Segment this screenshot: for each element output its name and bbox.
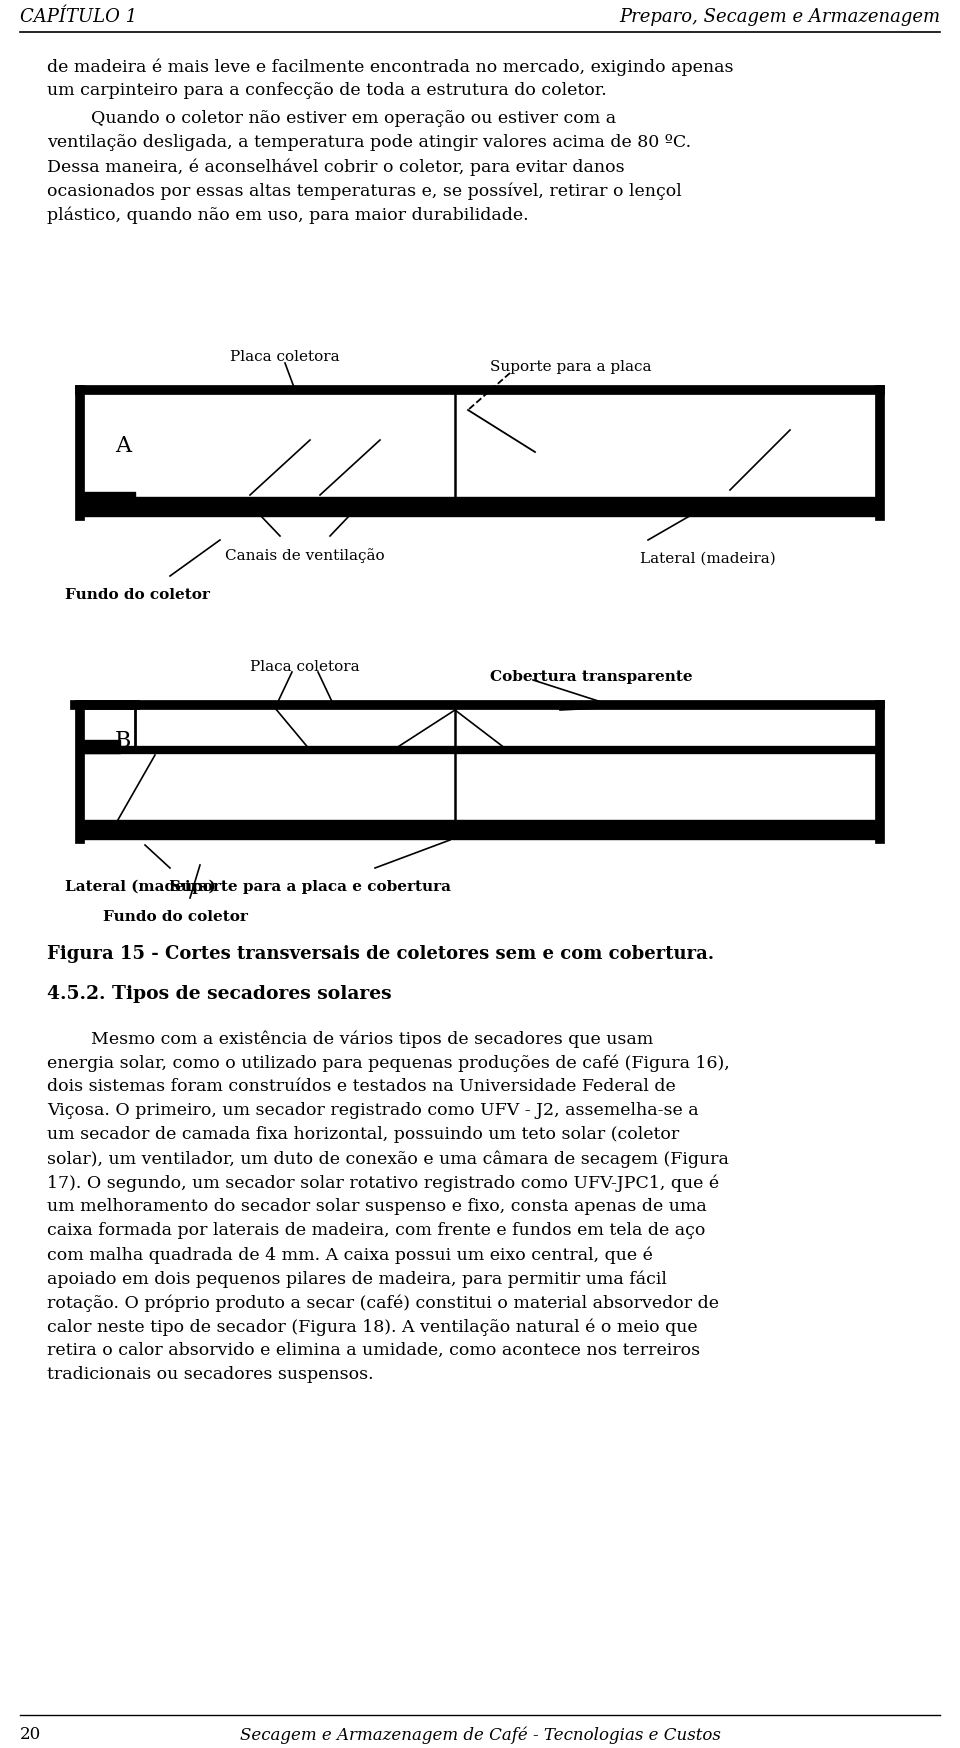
Text: apoiado em dois pequenos pilares de madeira, para permitir uma fácil: apoiado em dois pequenos pilares de made…: [47, 1271, 667, 1288]
Text: Placa coletora: Placa coletora: [230, 350, 340, 364]
Text: um carpinteiro para a confecção de toda a estrutura do coletor.: um carpinteiro para a confecção de toda …: [47, 82, 607, 100]
Text: solar), um ventilador, um duto de conexão e uma câmara de secagem (Figura: solar), um ventilador, um duto de conexã…: [47, 1150, 729, 1168]
Text: caixa formada por laterais de madeira, com frente e fundos em tela de aço: caixa formada por laterais de madeira, c…: [47, 1222, 706, 1239]
Text: plástico, quando não em uso, para maior durabilidade.: plástico, quando não em uso, para maior …: [47, 206, 529, 224]
Text: retira o calor absorvido e elimina a umidade, como acontece nos terreiros: retira o calor absorvido e elimina a umi…: [47, 1342, 700, 1358]
Text: 20: 20: [20, 1725, 41, 1743]
Text: Suporte para a placa: Suporte para a placa: [490, 360, 652, 374]
Text: Placa coletora: Placa coletora: [251, 661, 360, 675]
Text: um melhoramento do secador solar suspenso e fixo, consta apenas de uma: um melhoramento do secador solar suspens…: [47, 1197, 707, 1215]
Text: ocasionados por essas altas temperaturas e, se possível, retirar o lençol: ocasionados por essas altas temperaturas…: [47, 182, 682, 199]
Text: Fundo do coletor: Fundo do coletor: [103, 911, 248, 925]
Text: de madeira é mais leve e facilmente encontrada no mercado, exigindo apenas: de madeira é mais leve e facilmente enco…: [47, 58, 733, 75]
Text: 17). O segundo, um secador solar rotativo registrado como UFV-JPC1, que é: 17). O segundo, um secador solar rotativ…: [47, 1175, 719, 1192]
Text: A: A: [115, 435, 131, 456]
Text: B: B: [115, 731, 132, 752]
Text: Fundo do coletor: Fundo do coletor: [65, 587, 210, 601]
Text: Quando o coletor não estiver em operação ou estiver com a: Quando o coletor não estiver em operação…: [47, 110, 616, 128]
Text: Suporte para a placa e cobertura: Suporte para a placa e cobertura: [170, 879, 450, 893]
Text: CAPÍTULO 1: CAPÍTULO 1: [20, 9, 137, 26]
Text: Viçosa. O primeiro, um secador registrado como UFV - J2, assemelha-se a: Viçosa. O primeiro, um secador registrad…: [47, 1101, 699, 1119]
Text: Preparo, Secagem e Armazenagem: Preparo, Secagem e Armazenagem: [619, 9, 940, 26]
Text: calor neste tipo de secador (Figura 18). A ventilação natural é o meio que: calor neste tipo de secador (Figura 18).…: [47, 1318, 698, 1335]
Text: Mesmo com a existência de vários tipos de secadores que usam: Mesmo com a existência de vários tipos d…: [47, 1030, 653, 1047]
Text: Secagem e Armazenagem de Café - Tecnologias e Custos: Secagem e Armazenagem de Café - Tecnolog…: [240, 1725, 720, 1743]
Text: Dessa maneira, é aconselhável cobrir o coletor, para evitar danos: Dessa maneira, é aconselhável cobrir o c…: [47, 157, 625, 175]
Text: com malha quadrada de 4 mm. A caixa possui um eixo central, que é: com malha quadrada de 4 mm. A caixa poss…: [47, 1246, 653, 1264]
Text: Canais de ventilação: Canais de ventilação: [226, 549, 385, 563]
Text: 4.5.2. Tipos de secadores solares: 4.5.2. Tipos de secadores solares: [47, 986, 392, 1003]
Text: energia solar, como o utilizado para pequenas produções de café (Figura 16),: energia solar, como o utilizado para peq…: [47, 1054, 730, 1072]
Text: dois sistemas foram construídos e testados na Universidade Federal de: dois sistemas foram construídos e testad…: [47, 1079, 676, 1094]
Text: tradicionais ou secadores suspensos.: tradicionais ou secadores suspensos.: [47, 1365, 373, 1383]
Text: rotação. O próprio produto a secar (café) constitui o material absorvedor de: rotação. O próprio produto a secar (café…: [47, 1294, 719, 1311]
Text: Cobertura transparente: Cobertura transparente: [490, 669, 692, 683]
Text: Lateral (madeira): Lateral (madeira): [65, 879, 216, 893]
Text: Figura 15 - Cortes transversais de coletores sem e com cobertura.: Figura 15 - Cortes transversais de colet…: [47, 946, 714, 963]
Text: ventilação desligada, a temperatura pode atingir valores acima de 80 ºC.: ventilação desligada, a temperatura pode…: [47, 135, 691, 150]
Text: um secador de camada fixa horizontal, possuindo um teto solar (coletor: um secador de camada fixa horizontal, po…: [47, 1126, 680, 1143]
Text: Lateral (madeira): Lateral (madeira): [640, 552, 776, 566]
